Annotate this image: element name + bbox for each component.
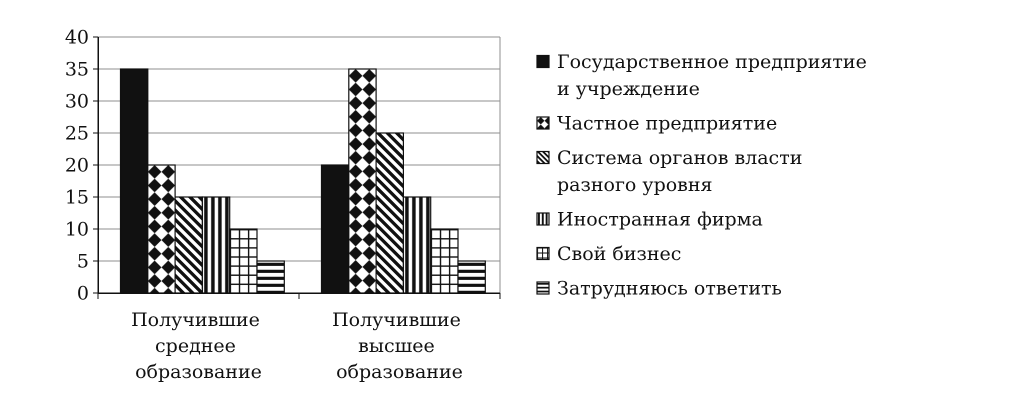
category-label-higher-education: Получившие высшее образование (332, 309, 467, 383)
legend-item-foreign-company: Иностранная фирма (536, 209, 763, 231)
y-tick-label: 10 (65, 219, 89, 241)
bar-own-business-secondary-education (229, 228, 258, 294)
bar-foreign-company-secondary-education (201, 196, 231, 294)
legend-swatch (536, 150, 550, 165)
legend-item-government-bodies: Система органов власти разного уровня (536, 147, 808, 196)
legend-swatch (536, 281, 550, 295)
bar-own-business-higher-education (430, 228, 459, 294)
bar-foreign-company-higher-education (402, 196, 432, 294)
bars (119, 68, 486, 294)
y-tick-label: 25 (65, 123, 89, 145)
y-tick-label: 0 (77, 283, 89, 305)
legend-item-state-enterprise: Государственное предприятие и учреждение (536, 51, 873, 100)
y-tick-label: 20 (65, 155, 89, 177)
bar-hard-to-say-higher-education (457, 260, 486, 294)
y-tick-label: 5 (77, 251, 89, 273)
legend: Государственное предприятие и учреждение… (536, 51, 873, 300)
y-tick-label: 40 (65, 27, 89, 49)
bar-hard-to-say-secondary-education (256, 260, 285, 294)
y-tick-labels: 0 5 10 15 20 25 30 35 40 (65, 27, 89, 305)
bar-private-enterprise-higher-education (348, 68, 377, 294)
y-tick-label: 30 (65, 91, 89, 113)
legend-label: Частное предприятие (557, 113, 777, 135)
legend-label: Государственное предприятие и учреждение (557, 51, 873, 100)
legend-label: Свой бизнес (557, 243, 681, 265)
bar-government-bodies-secondary-education (174, 196, 204, 294)
legend-item-private-enterprise: Частное предприятие (536, 113, 777, 135)
legend-swatch (536, 116, 550, 130)
category-label-secondary-education: Получившие среднее образование (131, 309, 266, 383)
bar-state-enterprise-higher-education (320, 164, 350, 294)
bar-private-enterprise-secondary-education (147, 164, 176, 294)
bar-government-bodies-higher-education (375, 132, 405, 294)
legend-label: Затрудняюсь ответить (557, 278, 782, 300)
y-tick-label: 35 (65, 59, 89, 81)
legend-label: Система органов власти разного уровня (557, 147, 808, 196)
legend-swatch (536, 246, 550, 261)
legend-item-hard-to-say: Затрудняюсь ответить (536, 278, 782, 300)
bar-state-enterprise-secondary-education (119, 68, 149, 294)
legend-item-own-business: Свой бизнес (536, 243, 681, 265)
axes (93, 36, 501, 299)
y-tick-label: 15 (65, 187, 89, 209)
legend-label: Иностранная фирма (557, 209, 763, 231)
category-labels: Получившие среднее образование Получившие… (131, 309, 467, 383)
legend-swatch (536, 54, 550, 69)
legend-swatch (536, 212, 550, 226)
